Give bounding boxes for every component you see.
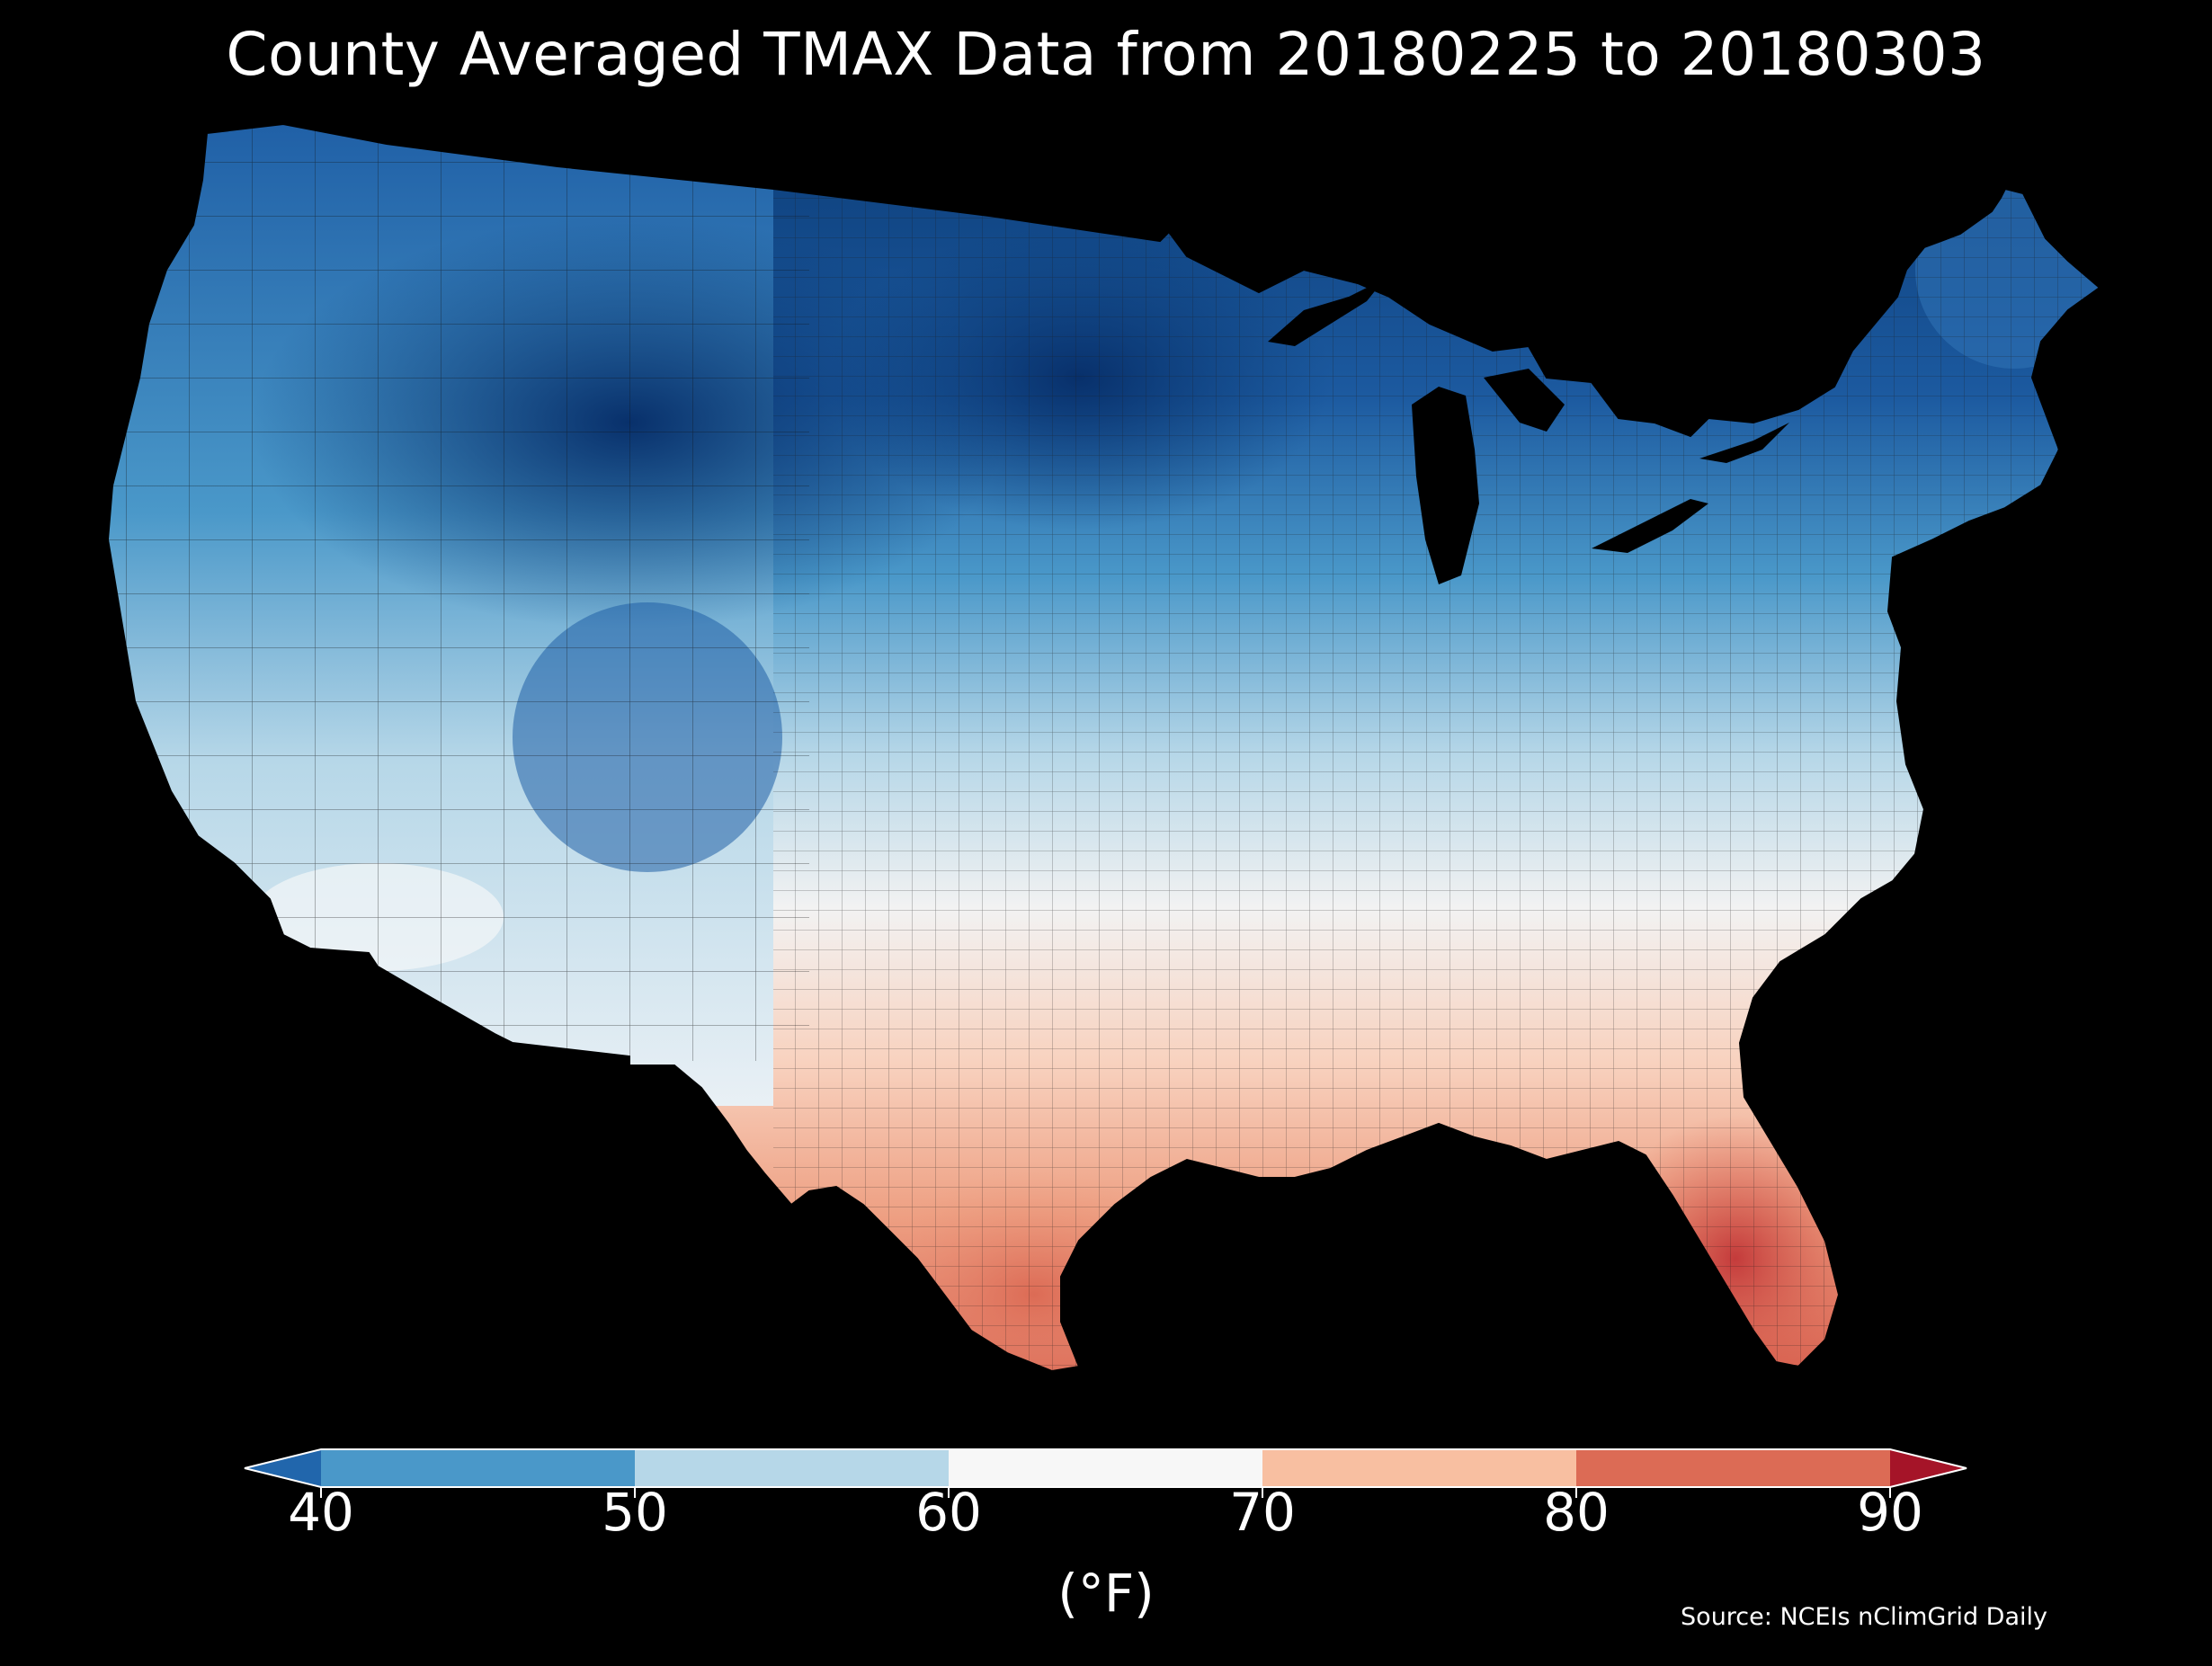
great-lakes [1268,279,1789,584]
colorbar-bin-50-60 [635,1449,949,1487]
map-title: County Averaged TMAX Data from 20180225 … [226,20,1986,89]
colorbar-tick-70: 70 [1229,1482,1296,1543]
colorbar-tick-40: 40 [288,1482,354,1543]
colorbar-tick-50: 50 [602,1482,668,1543]
colorbar-bin-40-50 [321,1449,635,1487]
us-county-tmax-map [107,123,2101,1372]
colorbar-bin-80-90 [1576,1449,1890,1487]
colorbar-bin-70-80 [1262,1449,1576,1487]
colorbar-tick-90: 90 [1857,1482,1923,1543]
colorbar-tick-80: 80 [1543,1482,1610,1543]
colorbar-bin-60-70 [949,1449,1262,1487]
colorbar-extend-max [1890,1449,1967,1487]
colorbar-tick-60: 60 [915,1482,982,1543]
source-credit: Source: NCEIs nClimGrid Daily [1681,1603,2047,1631]
colorbar-unit-label: (°F) [1057,1563,1155,1624]
colorbar-extend-min [245,1449,321,1487]
